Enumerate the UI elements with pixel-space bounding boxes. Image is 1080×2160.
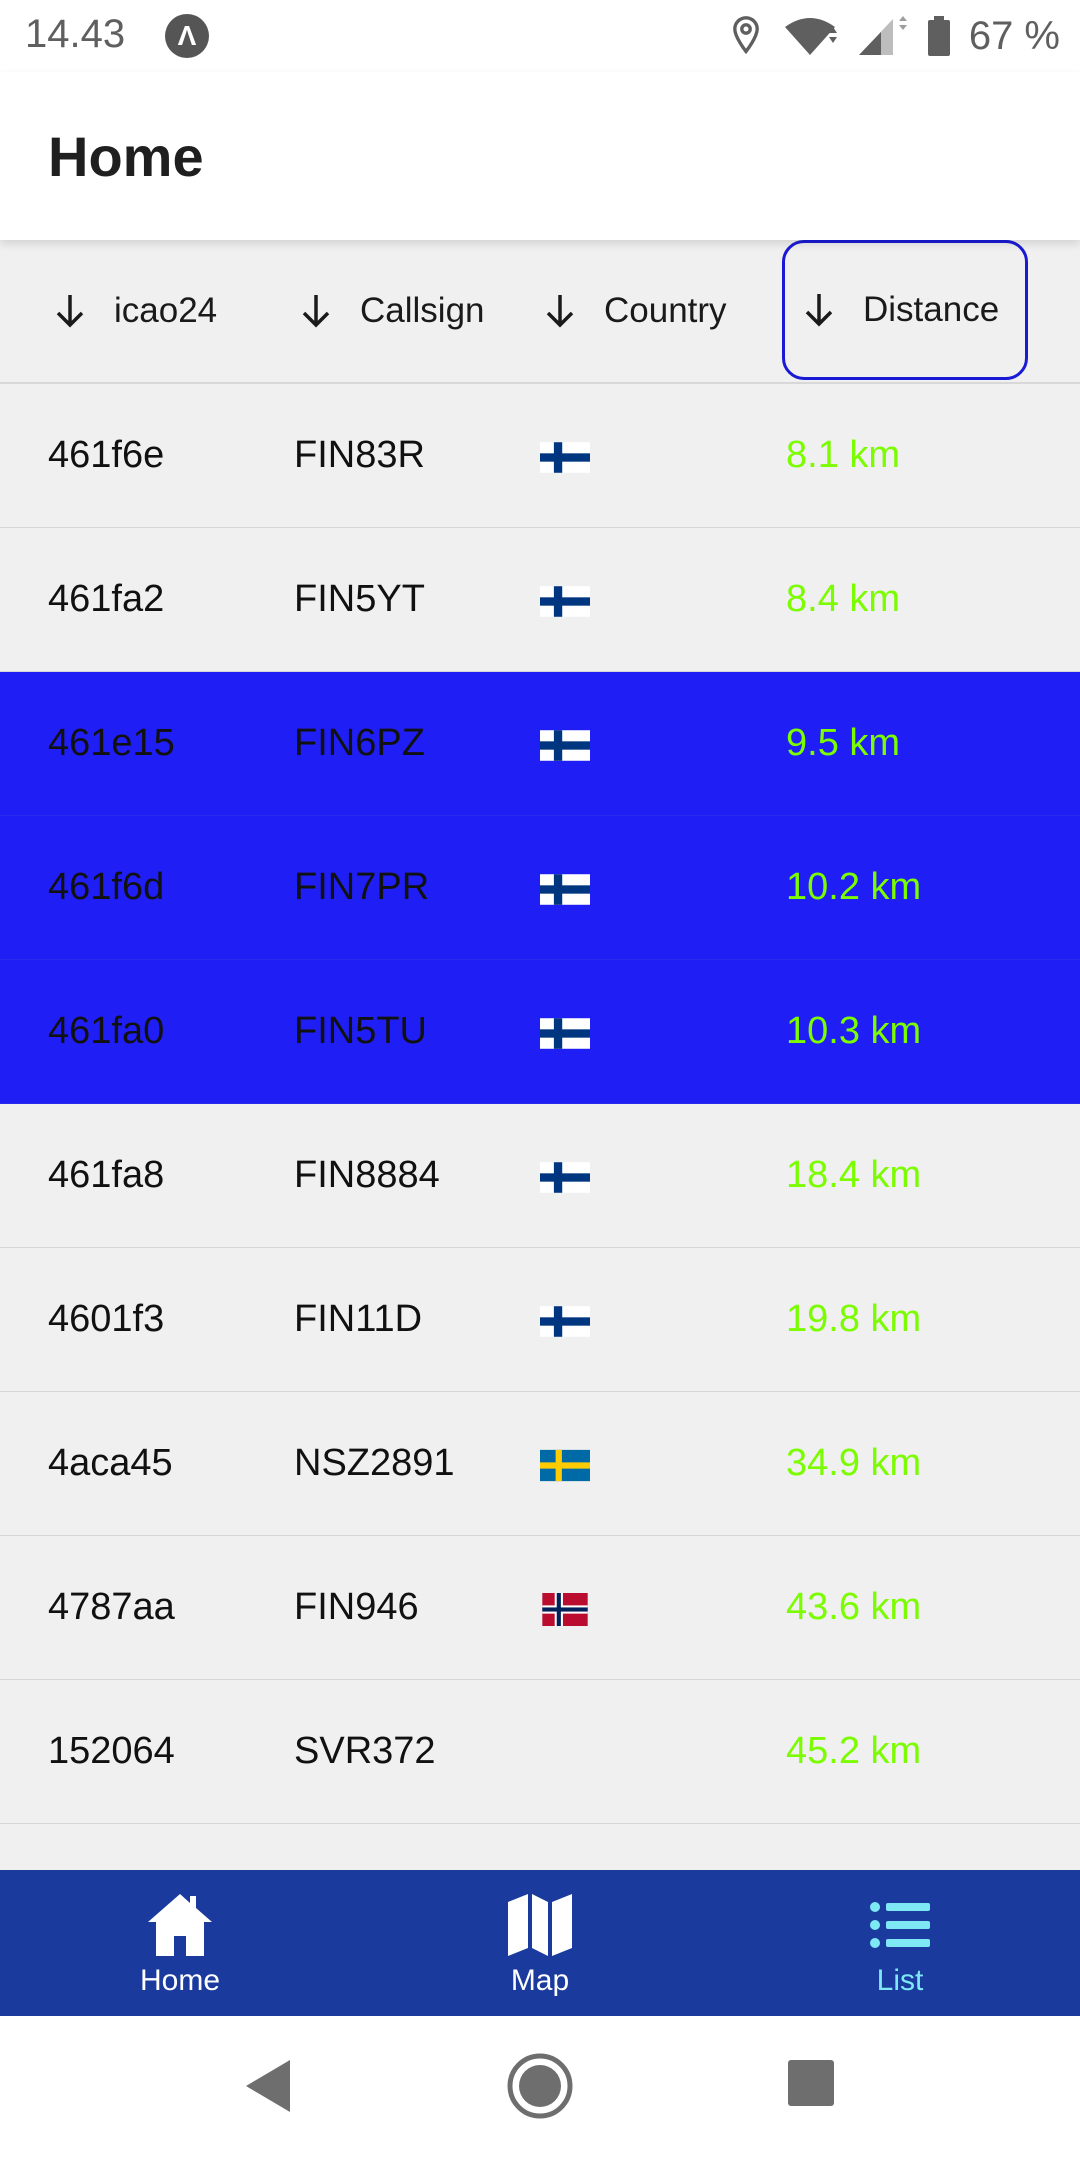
cell-callsign: FIN5YT bbox=[294, 578, 425, 620]
cell-icao24: 461fa2 bbox=[48, 578, 165, 620]
cell-distance: 19.8 km bbox=[786, 1298, 922, 1340]
cell-callsign: FIN5TU bbox=[294, 1010, 427, 1052]
nav-label-home: Home bbox=[139, 1964, 221, 1997]
map-icon bbox=[508, 1894, 572, 1956]
cell-icao24: 4aca45 bbox=[48, 1442, 173, 1484]
cell-distance: 10.2 km bbox=[786, 866, 922, 908]
sort-header-callsign[interactable]: Callsign bbox=[296, 240, 485, 382]
signal-icon bbox=[858, 16, 907, 55]
battery-percentage: 67 % bbox=[968, 13, 1060, 58]
battery-icon bbox=[927, 16, 950, 56]
nav-label-map: Map bbox=[510, 1964, 570, 1997]
table-row[interactable]: 461e15 FIN6PZ 9.5 km bbox=[0, 672, 1080, 816]
cell-icao24: 461f6e bbox=[48, 434, 165, 476]
status-icons: 67 % bbox=[729, 10, 1060, 62]
app-notification-icon: Λ bbox=[165, 14, 209, 58]
arrow-down-icon bbox=[56, 295, 84, 328]
arrow-down-icon bbox=[546, 295, 574, 328]
header-label-distance: Distance bbox=[863, 290, 1000, 329]
recents-icon[interactable] bbox=[786, 2058, 836, 2108]
table-row[interactable]: 4787aa FIN946 43.6 km bbox=[0, 1536, 1080, 1680]
cell-distance: 18.4 km bbox=[786, 1154, 922, 1196]
cell-callsign: FIN83R bbox=[294, 434, 425, 476]
arrow-down-icon bbox=[302, 295, 330, 328]
table-row[interactable]: 152064 SVR372 45.2 km bbox=[0, 1680, 1080, 1824]
app-bar: Home bbox=[0, 72, 1080, 240]
header-label-callsign: Callsign bbox=[360, 291, 485, 330]
table-row[interactable]: 461fa8 FIN8884 18.4 km bbox=[0, 1104, 1080, 1248]
home-button-icon[interactable] bbox=[506, 2052, 574, 2120]
cell-distance: 8.1 km bbox=[786, 434, 901, 476]
table-row[interactable]: 461f6e FIN83R 8.1 km bbox=[0, 384, 1080, 528]
bottom-navigation: Home Map List bbox=[0, 1870, 1080, 2016]
table-header: icao24 Callsign Country Distance bbox=[0, 240, 1080, 384]
cell-callsign: FIN6PZ bbox=[294, 722, 425, 764]
cell-icao24: 4601f3 bbox=[48, 1298, 165, 1340]
cell-distance: 9.5 km bbox=[786, 722, 901, 764]
nav-item-map[interactable]: Map bbox=[440, 1870, 640, 2016]
cell-callsign: NSZ2891 bbox=[294, 1442, 455, 1484]
wifi-icon bbox=[784, 18, 837, 55]
nav-item-list[interactable]: List bbox=[800, 1870, 1000, 2016]
header-label-country: Country bbox=[604, 291, 727, 330]
cell-distance: 10.3 km bbox=[786, 1010, 922, 1052]
cell-icao24: 461fa0 bbox=[48, 1010, 165, 1052]
list-icon bbox=[870, 1902, 930, 1948]
cell-callsign: FIN8884 bbox=[294, 1154, 440, 1196]
cell-icao24: 4787aa bbox=[48, 1586, 175, 1628]
page-title: Home bbox=[48, 125, 204, 188]
cell-icao24: 461f6d bbox=[48, 866, 165, 908]
nav-label-list: List bbox=[876, 1964, 924, 1997]
cell-callsign: FIN946 bbox=[294, 1586, 419, 1628]
back-icon[interactable] bbox=[240, 2056, 296, 2116]
cell-distance: 43.6 km bbox=[786, 1586, 922, 1628]
cell-icao24: 461fa8 bbox=[48, 1154, 165, 1196]
sort-header-icao24[interactable]: icao24 bbox=[50, 240, 217, 382]
cell-callsign: FIN11D bbox=[294, 1298, 423, 1340]
cell-icao24: 461e15 bbox=[48, 722, 175, 764]
status-time: 14.43 bbox=[25, 12, 126, 56]
cell-callsign: FIN7PR bbox=[294, 866, 430, 908]
cell-distance: 34.9 km bbox=[786, 1442, 922, 1484]
table-row[interactable]: 4aca45 NSZ2891 34.9 km bbox=[0, 1392, 1080, 1536]
table-row[interactable]: 461fa0 FIN5TU 10.3 km bbox=[0, 960, 1080, 1104]
table-row[interactable] bbox=[0, 1824, 1080, 1875]
home-icon bbox=[148, 1894, 212, 1956]
cell-icao24: 152064 bbox=[48, 1730, 175, 1772]
system-navigation-bar bbox=[0, 2016, 1080, 2160]
cell-distance: 8.4 km bbox=[786, 578, 901, 620]
header-label-icao24: icao24 bbox=[114, 291, 218, 330]
cell-callsign: SVR372 bbox=[294, 1730, 436, 1772]
table-row[interactable]: 461f6d FIN7PR 10.2 km bbox=[0, 816, 1080, 960]
sort-header-country[interactable]: Country bbox=[540, 240, 727, 382]
sort-header-distance[interactable]: Distance bbox=[782, 240, 1028, 380]
table-row[interactable]: 461fa2 FIN5YT 8.4 km bbox=[0, 528, 1080, 672]
arrow-down-icon bbox=[805, 294, 833, 327]
aircraft-list: 461f6e FIN83R 8.1 km 461fa2 FIN5YT 8.4 k… bbox=[0, 384, 1080, 1875]
cell-distance: 45.2 km bbox=[786, 1730, 922, 1772]
location-icon bbox=[732, 16, 759, 55]
status-bar: 14.43 Λ 67 % bbox=[0, 0, 1080, 72]
table-row[interactable]: 4601f3 FIN11D 19.8 km bbox=[0, 1248, 1080, 1392]
nav-item-home[interactable]: Home bbox=[80, 1870, 280, 2016]
